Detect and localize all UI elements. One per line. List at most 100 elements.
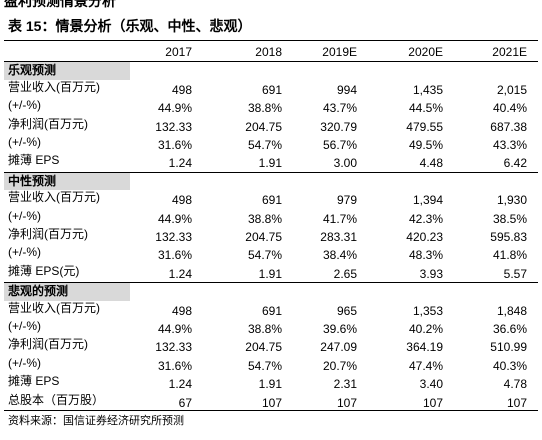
cell-value: 40.3%: [492, 358, 527, 373]
rule: [4, 40, 538, 41]
cell-value: 595.83: [490, 230, 527, 244]
cell-value: 107: [422, 395, 443, 410]
cell-value: 54.7%: [247, 248, 282, 263]
cell-value: 1.24: [168, 377, 192, 392]
source: 资料来源：国信证券经济研究所预测: [8, 415, 184, 427]
cell-value: 1,848: [496, 303, 527, 318]
cell-value: 247.09: [320, 340, 357, 355]
section-bg: [4, 172, 130, 191]
cell-value: 364.19: [406, 340, 443, 355]
cell-value: 691: [261, 193, 282, 208]
cell-value: 44.5%: [408, 101, 443, 116]
cell-value: 20.7%: [322, 358, 357, 373]
cell-value: 498: [171, 193, 192, 208]
column-header: 2017: [165, 45, 192, 59]
cell-value: 107: [506, 395, 527, 410]
cell-value: 3.40: [419, 377, 443, 392]
rule: [4, 410, 538, 411]
cell-value: 3.93: [419, 266, 443, 281]
row-label: 净利润(百万元): [8, 227, 88, 241]
row-label: (+/-%): [8, 355, 41, 370]
cell-value: 1.24: [168, 266, 192, 281]
cell-value: 1,930: [496, 193, 527, 208]
row-label: 摊薄 EPS: [8, 153, 60, 168]
cell-value: 691: [261, 82, 282, 97]
cell-value: 132.33: [155, 119, 192, 134]
cell-value: 965: [336, 303, 357, 318]
cell-value: 1.91: [258, 156, 282, 171]
cell-value: 691: [261, 303, 282, 318]
cell-value: 132.33: [155, 230, 192, 244]
rule: [4, 171, 538, 173]
cell-value: 43.3%: [492, 138, 527, 152]
cell-value: 1.24: [168, 156, 192, 171]
cell-value: 38.8%: [247, 322, 282, 336]
cell-value: 107: [261, 395, 282, 410]
cell-value: 36.6%: [492, 322, 527, 336]
cell-value: 420.23: [406, 230, 443, 244]
cell-value: 31.6%: [157, 138, 192, 152]
cell-value: 687.38: [490, 119, 527, 134]
cell-value: 1,435: [412, 82, 443, 97]
cell-value: 56.7%: [322, 138, 357, 152]
cell-value: 54.7%: [247, 358, 282, 373]
cell-value: 44.9%: [157, 101, 192, 116]
section-name: 乐观预测: [8, 63, 57, 78]
cell-value: 498: [171, 303, 192, 318]
cut-title: 盈利预测情景分析: [4, 0, 116, 9]
cell-value: 204.75: [245, 340, 282, 355]
column-header: 2020E: [408, 45, 443, 59]
cell-value: 6.42: [503, 156, 527, 171]
row-label: (+/-%): [8, 135, 41, 149]
cell-value: 38.8%: [247, 101, 282, 116]
row-label: 营业收入(百万元): [8, 79, 100, 94]
cell-value: 5.57: [503, 266, 527, 281]
cell-value: 40.4%: [492, 101, 527, 116]
cell-value: 4.48: [419, 156, 443, 171]
cell-value: 40.2%: [408, 322, 443, 336]
cell-value: 44.9%: [157, 322, 192, 336]
rule: [4, 282, 538, 284]
cell-value: 49.5%: [408, 138, 443, 152]
cell-value: 31.6%: [157, 358, 192, 373]
cell-value: 1,394: [412, 193, 443, 208]
cell-value: 67: [178, 395, 192, 410]
column-header: 2021E: [492, 45, 527, 59]
cell-value: 283.31: [320, 230, 357, 244]
cell-value: 38.5%: [492, 211, 527, 226]
row-label: (+/-%): [8, 98, 41, 113]
column-header: 2019E: [322, 45, 357, 59]
cell-value: 204.75: [245, 230, 282, 244]
cell-value: 48.3%: [408, 248, 443, 263]
cell-value: 42.3%: [408, 211, 443, 226]
cell-value: 2,015: [496, 82, 527, 97]
row-label: 营业收入(百万元): [8, 300, 100, 315]
row-label: 净利润(百万元): [8, 116, 88, 131]
cell-value: 107: [336, 395, 357, 410]
cell-value: 498: [171, 82, 192, 97]
cell-value: 47.4%: [408, 358, 443, 373]
cell-value: 38.4%: [322, 248, 357, 263]
row-label: 总股本（百万股）: [8, 392, 105, 407]
cell-value: 1,353: [412, 303, 443, 318]
cell-value: 979: [336, 193, 357, 208]
cell-value: 204.75: [245, 119, 282, 134]
row-label: 净利润(百万元): [8, 337, 88, 352]
cell-value: 132.33: [155, 340, 192, 355]
cell-value: 43.7%: [322, 101, 357, 116]
section-name: 中性预测: [8, 173, 57, 188]
cell-value: 2.65: [333, 266, 357, 281]
section-bg: [4, 62, 130, 80]
table-title: 表 15：情景分析（乐观、中性、悲观）: [8, 18, 252, 34]
cell-value: 3.00: [333, 156, 357, 171]
row-label: (+/-%): [8, 208, 41, 223]
section-bg: [4, 283, 130, 301]
row-label: 摊薄 EPS(元): [8, 263, 80, 278]
cell-value: 39.6%: [322, 322, 357, 336]
cell-value: 320.79: [320, 119, 357, 134]
row-label: 营业收入(百万元): [8, 190, 100, 205]
cell-value: 1.91: [258, 266, 282, 281]
cell-value: 41.7%: [322, 211, 357, 226]
cell-value: 510.99: [490, 340, 527, 355]
